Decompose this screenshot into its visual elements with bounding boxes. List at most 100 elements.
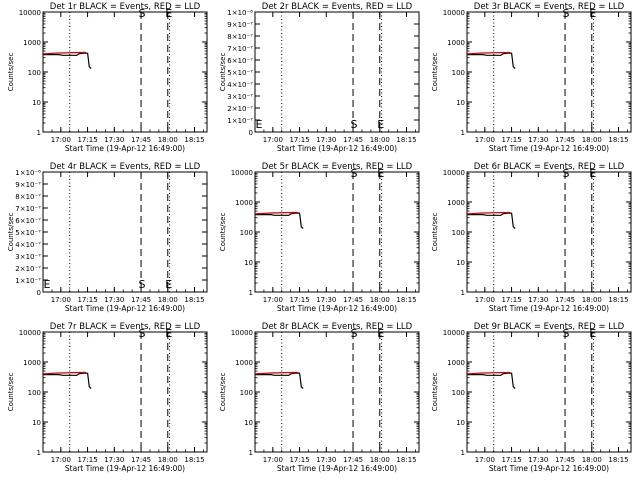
y-tick-label: 10 (456, 419, 465, 427)
y-axis-label: Counts/sec (7, 213, 15, 252)
series-line-lld (254, 211, 298, 215)
x-tick-label: 18:15 (184, 456, 204, 464)
marker-label-e: E (165, 327, 172, 340)
x-tick-label: 17:15 (289, 296, 309, 304)
series-line-lld (466, 371, 510, 375)
y-tick-label: 10 (32, 99, 41, 107)
x-tick-label: 17:45 (343, 136, 363, 144)
y-tick-label: 5×10⁻⁷ (227, 69, 253, 77)
x-tick-label: 17:45 (343, 456, 363, 464)
panel-title: Det 3r BLACK = Events, RED = LLD (474, 2, 625, 12)
y-tick-label: 100 (28, 389, 41, 397)
x-tick-label: 17:45 (555, 456, 575, 464)
marker-label-e: E (165, 7, 172, 20)
panel-3: Det 3r BLACK = Events, RED = LLD 1 10 100 10… (431, 2, 632, 153)
marker-label-s: S (351, 327, 358, 340)
y-tick-label: 1000 (235, 359, 253, 367)
y-tick-label: 10000 (231, 169, 253, 177)
marker-label-e: E (377, 327, 384, 340)
y-tick-label: 8×10⁻⁷ (227, 33, 253, 41)
panel-title: Det 8r BLACK = Events, RED = LLD (262, 322, 413, 332)
x-tick-label: 17:30 (104, 136, 124, 144)
y-axis-label: Counts/sec (431, 53, 439, 92)
y-tick-label: 7×10⁻⁷ (15, 205, 41, 213)
panel-8: Det 8r BLACK = Events, RED = LLD 1 10 100 10… (219, 322, 420, 473)
x-tick-label: 17:00 (51, 296, 71, 304)
y-axis-label: Counts/sec (219, 53, 227, 92)
y-axis-label: Counts/sec (219, 213, 227, 252)
y-axis-label: Counts/sec (7, 53, 15, 92)
x-tick-label: 17:30 (528, 456, 548, 464)
x-tick-label: 18:15 (608, 456, 628, 464)
x-tick-label: 17:45 (343, 296, 363, 304)
panel-2: Det 2r BLACK = Events, RED = LLD 0 1×10⁻⁷ 2… (219, 2, 420, 153)
x-tick-label: 18:00 (582, 136, 602, 144)
series-line-events (255, 212, 304, 230)
y-tick-label: 4×10⁻⁷ (227, 81, 253, 89)
x-tick-label: 18:15 (396, 456, 416, 464)
x-axis-label: Start Time (19-Apr-12 16:49:00) (489, 464, 609, 473)
y-tick-label: 10 (456, 259, 465, 267)
y-tick-label: 10000 (443, 9, 465, 17)
y-tick-label: 1×10⁻⁷ (227, 117, 253, 125)
y-tick-label: 1000 (447, 199, 465, 207)
y-tick-label: 100 (452, 69, 465, 77)
y-axis-label: Counts/sec (219, 373, 227, 412)
x-tick-label: 17:15 (289, 136, 309, 144)
panel-title: Det 7r BLACK = Events, RED = LLD (50, 322, 201, 332)
x-axis-label: Start Time (19-Apr-12 16:49:00) (489, 304, 609, 313)
x-axis-label: Start Time (19-Apr-12 16:49:00) (277, 144, 397, 153)
series-line-events (43, 52, 92, 70)
y-tick-label: 2×10⁻⁷ (15, 265, 41, 273)
marker-label-s: S (563, 167, 570, 180)
marker-label-s: S (139, 278, 146, 291)
y-tick-label: 1 (461, 129, 465, 137)
series-line-events (467, 212, 516, 230)
x-tick-label: 17:45 (131, 456, 151, 464)
y-tick-label: 3×10⁻⁷ (227, 93, 253, 101)
panel-title: Det 1r BLACK = Events, RED = LLD (50, 2, 201, 12)
series-line-lld (42, 51, 86, 55)
y-tick-label: 10000 (19, 9, 41, 17)
x-axis-label: Start Time (19-Apr-12 16:49:00) (65, 464, 185, 473)
y-tick-label: 10000 (443, 169, 465, 177)
x-tick-label: 18:00 (370, 296, 390, 304)
x-tick-label: 18:00 (158, 456, 178, 464)
y-tick-label: 10 (32, 419, 41, 427)
panel-6: Det 6r BLACK = Events, RED = LLD 1 10 100 10… (431, 162, 632, 313)
panels: Det 1r BLACK = Events, RED = LLD11010010… (7, 2, 632, 473)
x-tick-label: 17:15 (289, 456, 309, 464)
marker-label-s: S (139, 327, 146, 340)
y-tick-label: 10000 (443, 329, 465, 337)
x-axis-label: Start Time (19-Apr-12 16:49:00) (489, 144, 609, 153)
x-tick-label: 17:30 (528, 136, 548, 144)
marker-label-e: E (165, 278, 172, 291)
x-tick-label: 17:30 (104, 456, 124, 464)
y-tick-label: 100 (452, 229, 465, 237)
x-tick-label: 18:15 (396, 136, 416, 144)
panel-title: Det 5r BLACK = Events, RED = LLD (262, 162, 413, 172)
marker-label-e: E (589, 327, 596, 340)
marker-label-e-left: E (256, 118, 263, 131)
x-tick-label: 18:15 (184, 136, 204, 144)
x-tick-label: 17:15 (501, 296, 521, 304)
x-tick-label: 17:30 (316, 456, 336, 464)
x-tick-label: 17:15 (77, 456, 97, 464)
y-tick-label: 6×10⁻⁷ (15, 217, 41, 225)
marker-label-s: S (351, 167, 358, 180)
series-line-lld (254, 371, 298, 375)
x-tick-label: 17:15 (501, 136, 521, 144)
y-tick-label: 8×10⁻⁷ (15, 193, 41, 201)
panel-5: Det 5r BLACK = Events, RED = LLD 1 10 100 10… (219, 162, 420, 313)
x-tick-label: 18:00 (582, 296, 602, 304)
y-tick-label: 0 (37, 289, 41, 297)
y-tick-label: 1 (461, 289, 465, 297)
series-line-lld (42, 371, 86, 375)
panel-title: Det 6r BLACK = Events, RED = LLD (474, 162, 625, 172)
y-tick-label: 1 (37, 449, 41, 457)
x-tick-label: 17:45 (131, 136, 151, 144)
x-tick-label: 17:30 (316, 296, 336, 304)
x-tick-label: 18:00 (370, 456, 390, 464)
marker-label-s: S (139, 7, 146, 20)
